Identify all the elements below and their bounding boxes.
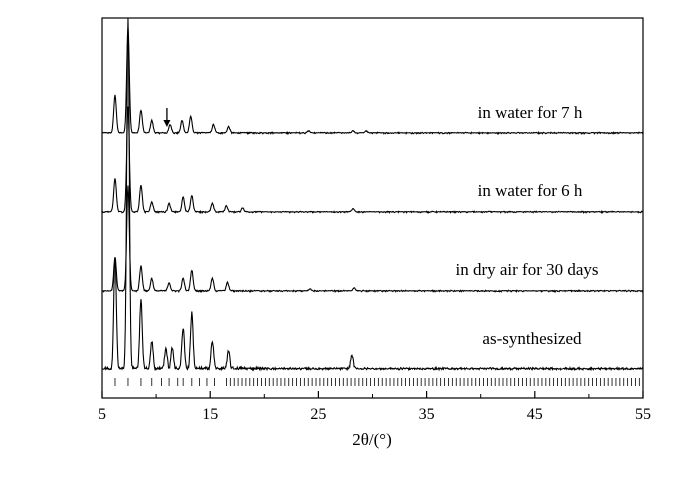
x-tick-label: 5 <box>98 406 106 423</box>
peak-arrow-head <box>163 120 171 127</box>
pattern-line-1 <box>101 106 644 215</box>
series-label-2: in dry air for 30 days <box>455 260 598 279</box>
pattern-line-3 <box>101 18 644 372</box>
series-label-0: in water for 7 h <box>478 103 583 122</box>
series-label-1: in water for 6 h <box>478 181 583 200</box>
x-tick-label: 55 <box>635 406 651 423</box>
pattern-line-0 <box>102 28 644 136</box>
x-tick-label: 35 <box>419 406 435 423</box>
x-axis: 5 15 25 35 45 55 <box>98 391 651 423</box>
pattern-line-2 <box>102 185 644 294</box>
pattern-lines <box>101 18 644 372</box>
bragg-ticks <box>114 378 640 386</box>
x-tick-label: 45 <box>527 406 543 423</box>
x-tick-label: 15 <box>202 406 218 423</box>
x-axis-label: 2θ/(°) <box>352 430 392 449</box>
x-tick-label: 25 <box>310 406 326 423</box>
series-label-3: as-synthesized <box>482 329 582 348</box>
series-labels: in water for 7 h in water for 6 h in dry a… <box>455 103 598 348</box>
